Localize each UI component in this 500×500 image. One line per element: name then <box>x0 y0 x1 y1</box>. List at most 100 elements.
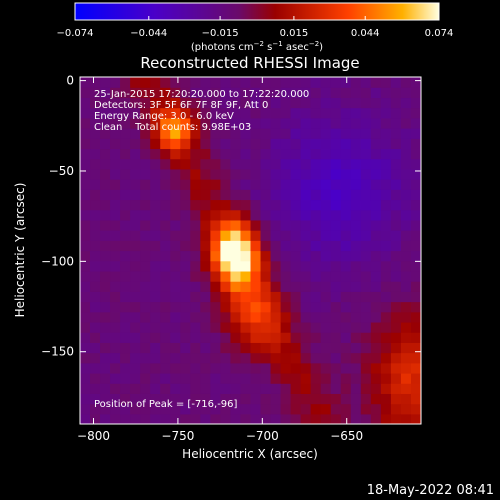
heatmap-cell <box>300 413 312 424</box>
heatmap-cell <box>380 301 392 313</box>
heatmap-cell <box>130 179 141 190</box>
heatmap-cell <box>220 352 232 364</box>
heatmap-cell <box>410 128 421 139</box>
heatmap-cell <box>120 158 131 170</box>
heatmap-cell <box>100 332 111 343</box>
heatmap-cell <box>280 270 292 282</box>
heatmap-cell <box>260 362 272 374</box>
heatmap-cell <box>360 209 372 221</box>
heatmap-cell <box>290 332 302 343</box>
heatmap-cell <box>170 270 181 282</box>
colorbar-tick-label: −0.015 <box>202 28 239 39</box>
heatmap-cell <box>230 77 242 88</box>
heatmap-cell <box>110 403 121 415</box>
heatmap-cell <box>180 270 191 282</box>
heatmap-cell <box>210 168 222 180</box>
heatmap-cell <box>140 332 151 343</box>
heatmap-cell <box>130 362 141 374</box>
heatmap-cell <box>220 301 232 313</box>
heatmap-cell <box>330 270 342 282</box>
heatmap-cell <box>180 383 191 394</box>
heatmap-cell <box>370 291 382 303</box>
heatmap-cell <box>80 107 91 119</box>
heatmap-cell <box>290 240 302 252</box>
heatmap-cell <box>150 270 161 282</box>
heatmap-cell <box>370 281 382 292</box>
heatmap-cell <box>260 413 272 424</box>
heatmap-cell <box>130 352 141 364</box>
heatmap-cell <box>320 77 332 88</box>
heatmap-cell <box>170 209 181 221</box>
heatmap-cell <box>220 372 232 384</box>
heatmap-cell <box>160 270 171 282</box>
heatmap-cell <box>150 97 161 109</box>
heatmap-cell <box>150 240 161 252</box>
heatmap-cell <box>190 219 201 231</box>
heatmap-cell <box>300 128 312 139</box>
heatmap-cell <box>210 240 222 252</box>
heatmap-cell <box>100 117 111 129</box>
heatmap-cell <box>400 362 412 374</box>
heatmap-cell <box>300 77 312 88</box>
heatmap-cell <box>370 393 382 405</box>
heatmap-cell <box>230 270 242 282</box>
heatmap-cell <box>170 311 181 323</box>
heatmap-cell <box>200 362 211 374</box>
heatmap-cell <box>320 311 332 323</box>
heatmap-cell <box>210 250 222 262</box>
heatmap-cell <box>210 138 222 150</box>
heatmap-cell <box>100 77 111 88</box>
heatmap-cell <box>410 362 421 374</box>
heatmap-cell <box>100 342 111 354</box>
heatmap-cell <box>320 362 332 374</box>
heatmap-cell <box>120 403 131 415</box>
heatmap-cell <box>130 77 141 88</box>
heatmap-cell <box>170 281 181 292</box>
heatmap-cell <box>110 240 121 252</box>
heatmap-cell <box>400 413 412 424</box>
heatmap-cell <box>100 148 111 160</box>
heatmap-cell <box>260 107 272 119</box>
heatmap-cell <box>210 219 222 231</box>
heatmap-cell <box>310 403 322 415</box>
heatmap-cell <box>400 352 412 364</box>
heatmap-cell <box>330 403 342 415</box>
heatmap-cell <box>150 352 161 364</box>
heatmap-cell <box>120 291 131 303</box>
heatmap-cell <box>190 321 201 333</box>
heatmap-cell <box>290 342 302 354</box>
heatmap-cell <box>370 158 382 170</box>
heatmap-cell <box>170 403 181 415</box>
heatmap-cell <box>340 219 352 231</box>
heatmap-cell <box>250 362 262 374</box>
heatmap-cell <box>160 362 171 374</box>
heatmap-cell <box>410 393 421 405</box>
heatmap-cell <box>320 413 332 424</box>
heatmap-cell <box>80 342 91 354</box>
heatmap-cell <box>160 168 171 180</box>
heatmap-cell <box>170 240 181 252</box>
heatmap-cell <box>360 77 372 88</box>
heatmap-cell <box>300 209 312 221</box>
heatmap-cell <box>280 117 292 129</box>
heatmap-cell <box>370 362 382 374</box>
heatmap-cell <box>360 311 372 323</box>
heatmap-cell <box>300 291 312 303</box>
heatmap-cell <box>370 179 382 190</box>
heatmap-cell <box>130 158 141 170</box>
heatmap-cell <box>370 250 382 262</box>
info-line-clean: Clean Total counts: 9.98E+03 <box>94 122 251 133</box>
heatmap-cell <box>240 219 252 231</box>
heatmap-cell <box>170 260 181 272</box>
heatmap-cell <box>240 291 252 303</box>
heatmap-cell <box>260 199 272 211</box>
heatmap-cell <box>380 393 392 405</box>
heatmap-cell <box>270 148 282 160</box>
plot-frame <box>79 76 422 425</box>
heatmap-cell <box>120 270 131 282</box>
heatmap-cell <box>200 199 211 211</box>
heatmap-cell <box>140 352 151 364</box>
heatmap-cell <box>170 362 181 374</box>
heatmap-cell <box>150 168 161 180</box>
heatmap-cell <box>140 189 151 201</box>
